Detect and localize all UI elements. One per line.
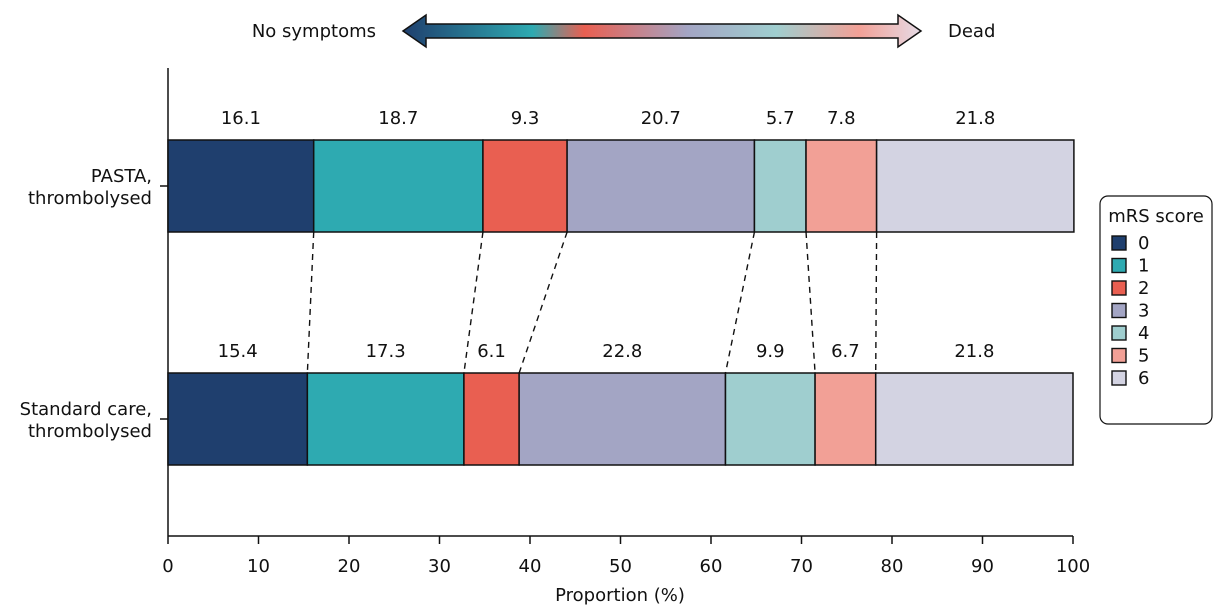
legend-title: mRS score bbox=[1108, 206, 1204, 227]
legend-swatch-mrs-0 bbox=[1111, 235, 1127, 251]
legend-swatch-mrs-6 bbox=[1111, 370, 1127, 386]
bar-segment-mrs-5 bbox=[805, 139, 878, 233]
scale-right-label: Dead bbox=[948, 21, 995, 42]
x-axis-title: Proportion (%) bbox=[555, 585, 685, 606]
x-tick-label: 80 bbox=[881, 556, 904, 577]
legend-label-mrs-2: 2 bbox=[1138, 278, 1149, 299]
legend-swatch-mrs-2 bbox=[1111, 280, 1127, 296]
bar-segment-mrs-3 bbox=[518, 372, 727, 466]
legend-label-mrs-0: 0 bbox=[1138, 233, 1149, 254]
x-tick-label: 60 bbox=[700, 556, 723, 577]
value-label: 6.1 bbox=[477, 341, 506, 362]
value-label: 20.7 bbox=[641, 108, 681, 129]
value-label: 17.3 bbox=[366, 341, 406, 362]
value-label: 18.7 bbox=[378, 108, 418, 129]
legend-swatch-mrs-5 bbox=[1111, 347, 1127, 364]
x-axis-ticks: 0 10 20 30 40 50 60 70 80 90 100 bbox=[162, 536, 1090, 577]
value-label: 21.8 bbox=[955, 108, 995, 129]
legend-box bbox=[1099, 195, 1213, 425]
category-label: Standard care, thrombolysed bbox=[20, 399, 152, 442]
value-label: 6.7 bbox=[831, 341, 860, 362]
x-tick-label: 100 bbox=[1056, 556, 1090, 577]
value-label: 9.3 bbox=[511, 108, 540, 129]
segment-connectors bbox=[306, 231, 878, 374]
bar-segment-mrs-3 bbox=[566, 139, 756, 233]
value-label: 9.9 bbox=[756, 341, 785, 362]
value-label: 22.8 bbox=[602, 341, 642, 362]
legend-label-mrs-6: 6 bbox=[1138, 368, 1149, 389]
boundary-connector bbox=[805, 231, 816, 374]
scale-left-label: No symptoms bbox=[252, 21, 376, 42]
boundary-connector bbox=[518, 231, 568, 374]
x-tick-label: 70 bbox=[790, 556, 813, 577]
bar-segment-mrs-0 bbox=[167, 139, 315, 233]
x-tick-label: 10 bbox=[247, 556, 270, 577]
bar-segment-mrs-5 bbox=[814, 372, 877, 466]
value-label: 15.4 bbox=[218, 341, 258, 362]
bar-segment-mrs-6 bbox=[874, 372, 1074, 466]
x-tick-label: 0 bbox=[162, 556, 173, 577]
boundary-connector bbox=[463, 231, 484, 374]
bar-segment-mrs-6 bbox=[875, 139, 1075, 233]
boundary-connector bbox=[724, 231, 756, 374]
legend-label-mrs-5: 5 bbox=[1138, 346, 1149, 367]
bar-segment-mrs-1 bbox=[312, 139, 484, 233]
bars bbox=[167, 139, 1075, 466]
x-tick-label: 40 bbox=[519, 556, 542, 577]
bar-segment-mrs-2 bbox=[463, 372, 520, 466]
legend-label-mrs-1: 1 bbox=[1138, 256, 1149, 277]
boundary-connector bbox=[306, 231, 315, 374]
scale-arrow-shape bbox=[401, 13, 923, 49]
legend-swatch-mrs-3 bbox=[1111, 302, 1127, 319]
bar-segment-mrs-2 bbox=[482, 139, 568, 233]
axes: 0 10 20 30 40 50 60 70 80 90 100 PASTA, thrombolyse… bbox=[20, 68, 1090, 606]
bar-segment-mrs-1 bbox=[306, 372, 465, 466]
value-label: 7.8 bbox=[827, 108, 856, 129]
value-label: 21.8 bbox=[954, 341, 994, 362]
x-tick-label: 30 bbox=[428, 556, 451, 577]
y-axis-ticks: PASTA, thrombolysed Standard care, thrombol… bbox=[20, 166, 168, 442]
x-tick-label: 20 bbox=[338, 556, 361, 577]
boundary-connector bbox=[875, 231, 878, 374]
value-labels: 16.1 18.7 9.3 20.7 5.7 7.8 21.8 15.4 17.3 6.1 22.8… bbox=[218, 108, 996, 362]
legend-label-mrs-4: 4 bbox=[1138, 323, 1149, 344]
legend-swatch-mrs-1 bbox=[1111, 257, 1127, 274]
category-label: PASTA, thrombolysed bbox=[28, 166, 152, 209]
legend-swatch-mrs-4 bbox=[1111, 325, 1127, 341]
legend-label-mrs-3: 3 bbox=[1138, 301, 1149, 322]
value-label: 5.7 bbox=[766, 108, 795, 129]
bar-segment-mrs-0 bbox=[167, 372, 309, 466]
x-tick-label: 50 bbox=[609, 556, 632, 577]
bar-segment-mrs-4 bbox=[724, 372, 816, 466]
bar-segment-mrs-4 bbox=[753, 139, 807, 233]
value-label: 16.1 bbox=[221, 108, 261, 129]
severity-scale-arrow: No symptoms Dead bbox=[252, 13, 995, 49]
x-tick-label: 90 bbox=[971, 556, 994, 577]
